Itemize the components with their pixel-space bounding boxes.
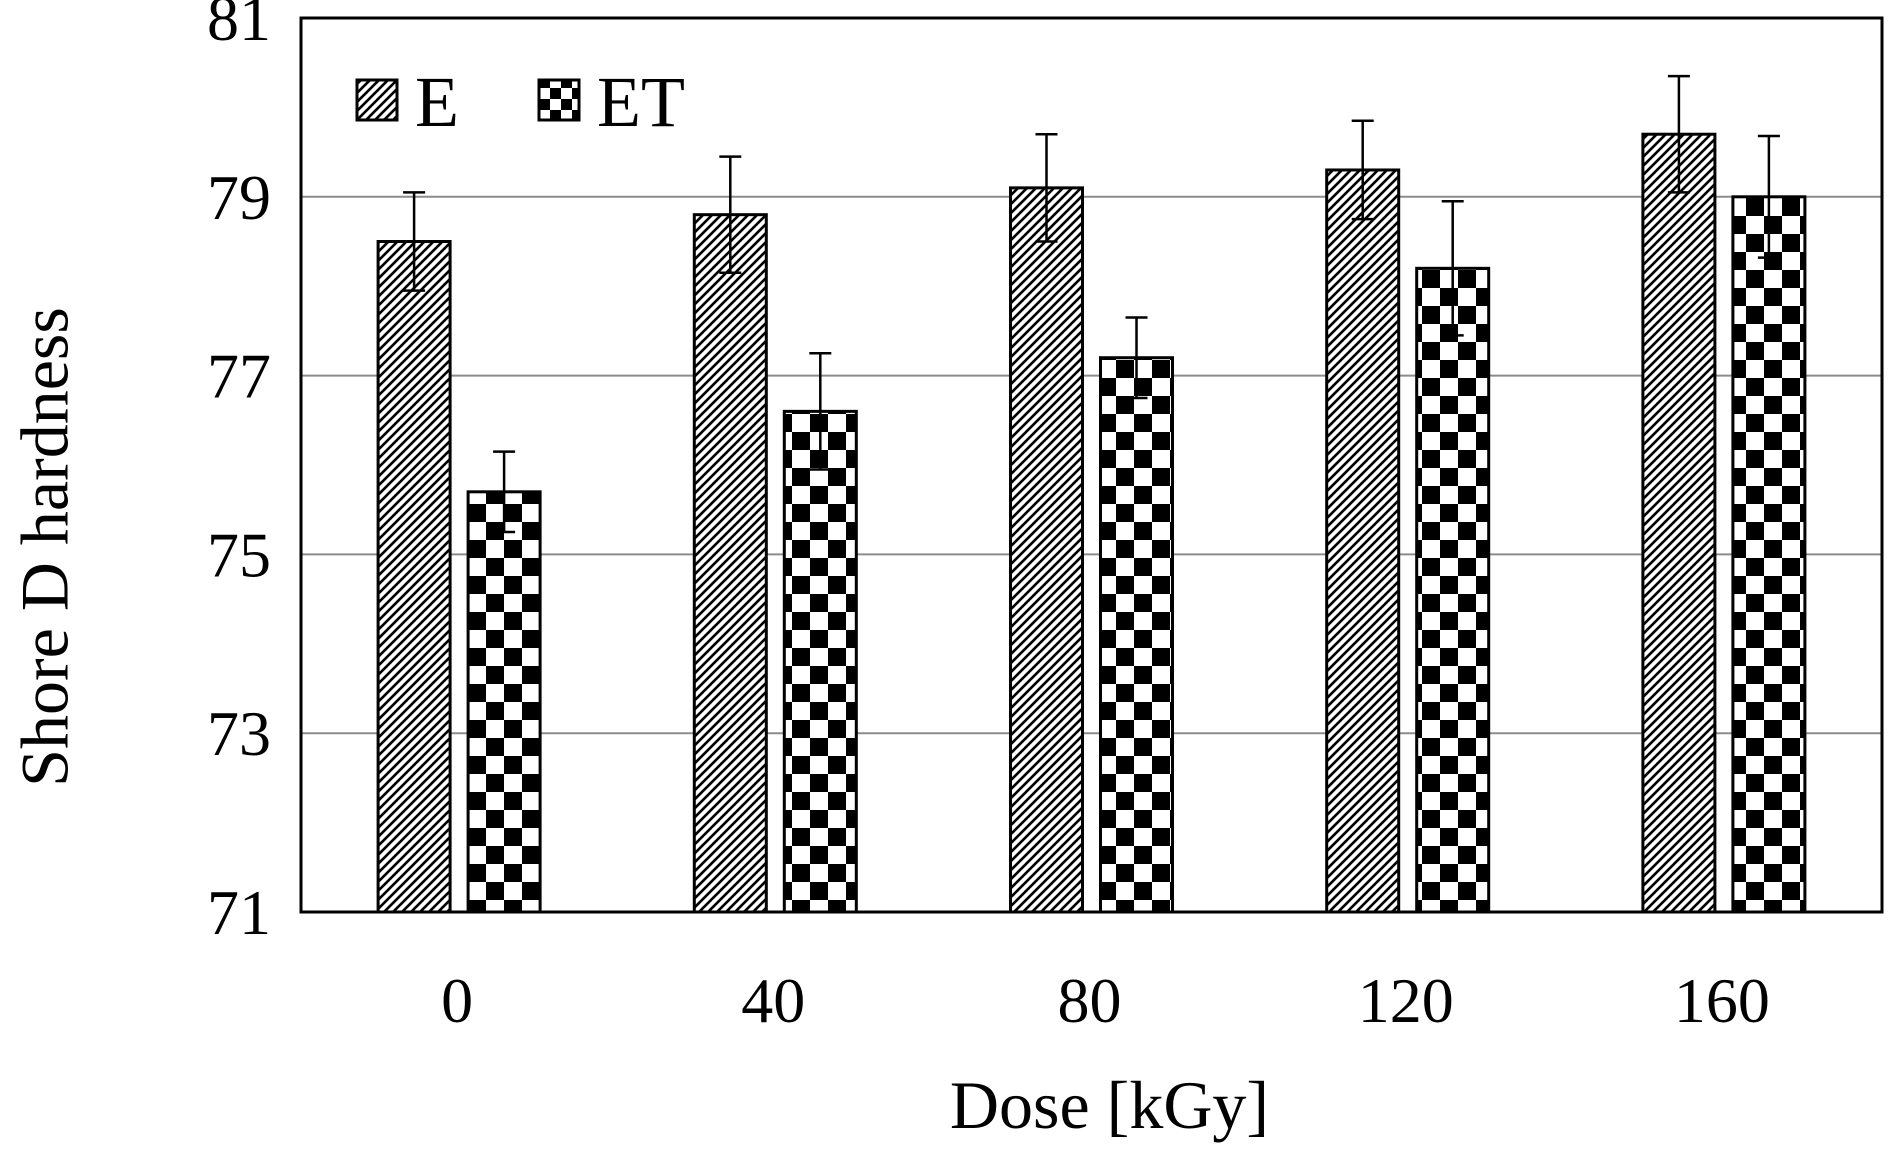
bar-e-0 <box>376 240 452 914</box>
error-bars <box>403 74 1780 534</box>
x-axis-title: Dose [kGy] <box>950 1067 1269 1143</box>
error-bar-et-0 <box>493 450 516 534</box>
bar-et-80 <box>1099 356 1174 914</box>
error-bar-et-120 <box>1441 200 1464 337</box>
legend-swatch-et <box>537 78 581 122</box>
legend-swatch-e <box>355 78 399 122</box>
y-tick-labels: 71 73 75 77 79 81 <box>207 0 271 948</box>
error-bar-e-160 <box>1667 74 1690 194</box>
x-tick-label-40: 40 <box>741 965 805 1036</box>
x-tick-label-0: 0 <box>441 965 473 1036</box>
bar-e-160 <box>1641 132 1717 914</box>
y-axis-title: Shore D hardness <box>7 307 83 787</box>
y-tick-label-81: 81 <box>207 0 271 54</box>
error-bar-et-80 <box>1125 316 1148 400</box>
legend-label-et: ET <box>597 62 685 142</box>
x-tick-labels: 0 40 80 120 160 <box>441 965 1770 1036</box>
y-tick-label-77: 77 <box>207 341 271 412</box>
error-bar-e-80 <box>1035 132 1058 243</box>
bar-et-120 <box>1415 266 1491 914</box>
bar-e-80 <box>1009 186 1084 914</box>
plot-area-frame <box>299 16 1884 914</box>
bars <box>376 132 1807 914</box>
bar-et-40 <box>782 409 858 914</box>
y-tick-label-79: 79 <box>207 162 271 233</box>
error-bar-et-40 <box>809 352 832 471</box>
x-tick-label-120: 120 <box>1358 965 1454 1036</box>
y-tick-label-73: 73 <box>207 698 271 769</box>
bar-et-0 <box>466 490 542 914</box>
y-tick-label-71: 71 <box>207 877 271 948</box>
legend: E ET <box>355 62 685 142</box>
y-tick-label-75: 75 <box>207 519 271 590</box>
error-bar-et-160 <box>1757 134 1780 259</box>
error-bar-e-40 <box>719 155 742 275</box>
error-bar-e-0 <box>403 191 426 292</box>
x-tick-label-160: 160 <box>1674 965 1770 1036</box>
bar-e-40 <box>692 213 768 914</box>
legend-label-e: E <box>415 62 459 142</box>
x-tick-label-80: 80 <box>1058 965 1122 1036</box>
bar-e-120 <box>1325 168 1401 914</box>
error-bar-e-120 <box>1351 119 1374 221</box>
bar-et-160 <box>1731 195 1807 914</box>
